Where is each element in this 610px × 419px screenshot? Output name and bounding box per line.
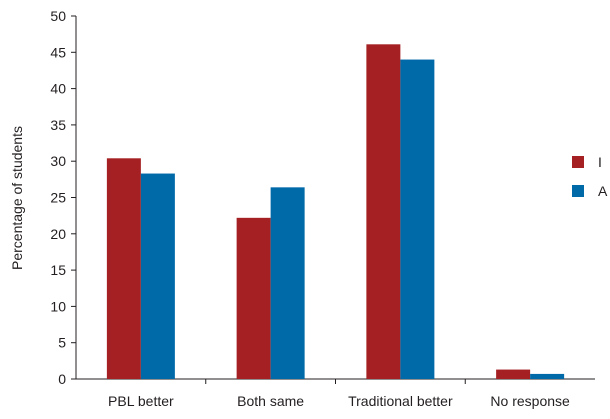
y-tick-label: 15 (50, 262, 66, 278)
y-axis-ticks: 0 5 10 15 20 25 30 35 40 45 50 (50, 8, 76, 387)
y-tick-label: 25 (50, 190, 66, 206)
bar-a-0 (140, 173, 175, 379)
bar-i-0 (106, 158, 141, 379)
legend-label: I (598, 154, 602, 170)
y-tick-label: 40 (50, 81, 66, 97)
bar-i-3 (496, 369, 531, 379)
bar-i-2 (366, 44, 401, 380)
y-tick-label: 0 (58, 371, 66, 387)
bar-a-3 (530, 373, 565, 379)
y-tick-label: 30 (50, 153, 66, 169)
bars (106, 44, 565, 380)
x-tick-label: Traditional better (348, 393, 453, 409)
legend-swatch-a (572, 185, 584, 197)
y-tick-label: 10 (50, 298, 66, 314)
legend-label: A (598, 183, 608, 199)
bar-i-1 (236, 217, 271, 379)
x-tick-label: PBL better (108, 393, 174, 409)
y-axis-title: Percentage of students (9, 126, 25, 270)
legend-swatch-i (572, 156, 584, 168)
y-tick-label: 45 (50, 44, 66, 60)
x-axis-labels: PBL better Both same Traditional better No … (108, 393, 570, 409)
x-tick-label: Both same (237, 393, 304, 409)
bar-a-1 (270, 187, 305, 379)
y-tick-label: 35 (50, 117, 66, 133)
y-tick-label: 5 (58, 335, 66, 351)
y-tick-label: 50 (50, 8, 66, 24)
bar-a-2 (400, 59, 435, 380)
x-tick-label: No response (490, 393, 570, 409)
legend: IA (572, 154, 608, 199)
y-tick-label: 20 (50, 226, 66, 242)
